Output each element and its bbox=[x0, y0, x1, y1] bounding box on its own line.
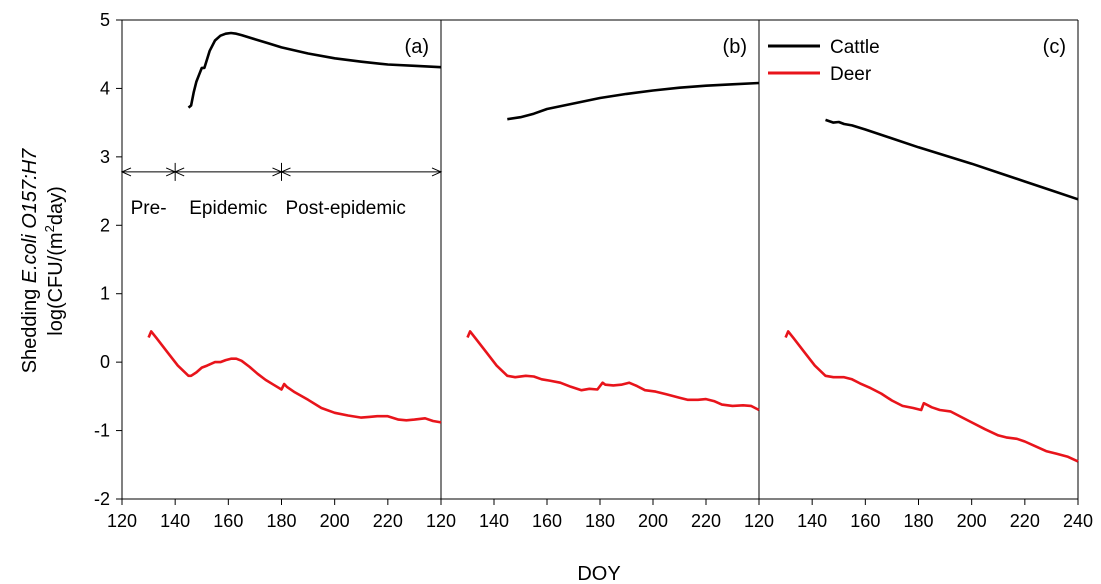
y-tick-label: 1 bbox=[100, 284, 110, 304]
x-tick-label: 140 bbox=[479, 511, 509, 531]
x-tick-label: 120 bbox=[107, 511, 137, 531]
series-cattle-panel-b bbox=[507, 81, 760, 121]
phase-arrowhead-left bbox=[280, 167, 291, 177]
series-layer bbox=[147, 31, 1079, 463]
y-tick-label: 5 bbox=[100, 10, 110, 30]
panel-labels: (a) (b) (c) bbox=[405, 36, 1066, 58]
x-tick-label: 140 bbox=[797, 511, 827, 531]
series-deer-panel-b bbox=[466, 330, 760, 412]
x-tick-label: 220 bbox=[373, 511, 403, 531]
y-tick-label: -1 bbox=[94, 421, 110, 441]
x-tick-label: 220 bbox=[691, 511, 721, 531]
y-tick-label: 4 bbox=[100, 78, 110, 98]
axis-ticks: -2 -1 0 1 2 3 4 5 120 140 160 180 200 220 120 140 160 180… bbox=[94, 10, 1093, 531]
y-tick-label: 3 bbox=[100, 147, 110, 167]
phase-arrowhead-left bbox=[120, 167, 132, 177]
y-tick-label: -2 bbox=[94, 489, 110, 509]
x-tick-label: 200 bbox=[320, 511, 350, 531]
panel-label: (c) bbox=[1043, 36, 1066, 58]
legend: Cattle Deer bbox=[768, 37, 880, 85]
x-axis-title: DOY bbox=[577, 563, 620, 584]
series-cattle-panel-a bbox=[187, 31, 442, 109]
x-tick-label: 160 bbox=[532, 511, 562, 531]
y-axis-title-line1: Shedding E.coli O157:H7 bbox=[19, 148, 41, 373]
series-deer-panel-c bbox=[784, 330, 1079, 463]
series-deer-panel-a bbox=[147, 330, 442, 424]
series-cattle-panel-c bbox=[825, 118, 1079, 201]
y-axis-title-line2: log(CFU/(m2day) bbox=[42, 186, 67, 335]
x-tick-label: 180 bbox=[585, 511, 615, 531]
x-tick-label: 160 bbox=[213, 511, 243, 531]
y-tick-label: 2 bbox=[100, 215, 110, 235]
axes-frame bbox=[121, 19, 1079, 500]
x-tick-label: 160 bbox=[850, 511, 880, 531]
phase-label: Post-epidemic bbox=[286, 198, 406, 219]
x-tick-label: 200 bbox=[957, 511, 987, 531]
x-tick-label: 180 bbox=[266, 511, 296, 531]
legend-label-cattle: Cattle bbox=[830, 37, 880, 58]
x-tick-label: 220 bbox=[1010, 511, 1040, 531]
y-tick-label: 0 bbox=[100, 352, 110, 372]
phase-arrowhead-right bbox=[431, 167, 443, 177]
phase-annotations: Pre- Epidemic Post-epidemic bbox=[120, 162, 443, 219]
phase-label: Epidemic bbox=[189, 198, 267, 219]
x-tick-label: 140 bbox=[160, 511, 190, 531]
x-tick-label: 120 bbox=[744, 511, 774, 531]
x-tick-label: 120 bbox=[426, 511, 456, 531]
panel-label: (a) bbox=[405, 36, 429, 58]
panel-label: (b) bbox=[723, 36, 747, 58]
x-tick-label: 240 bbox=[1063, 511, 1093, 531]
x-tick-label: 180 bbox=[903, 511, 933, 531]
legend-label-deer: Deer bbox=[830, 64, 872, 85]
x-tick-label: 200 bbox=[638, 511, 668, 531]
phase-label: Pre- bbox=[131, 198, 167, 219]
phase-arrowhead-left bbox=[173, 167, 185, 177]
